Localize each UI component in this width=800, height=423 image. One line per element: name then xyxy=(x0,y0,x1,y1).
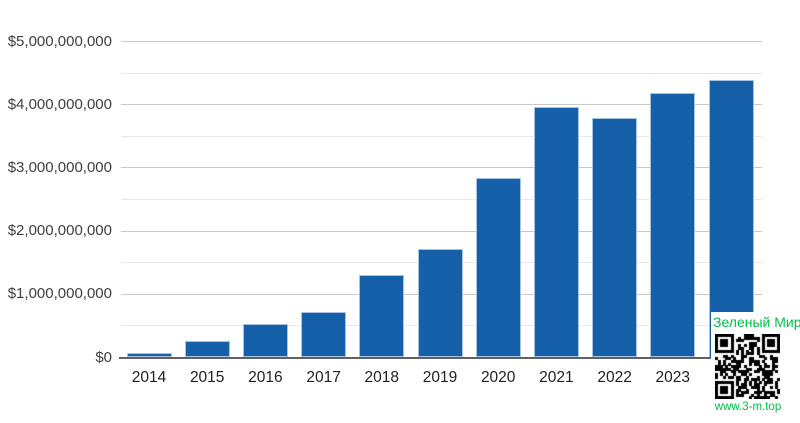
x-axis-tick-label: 2023 xyxy=(655,369,691,386)
qr-code-icon xyxy=(715,334,780,399)
bar-2022 xyxy=(592,118,638,358)
x-axis-line xyxy=(119,356,764,359)
major-gridline xyxy=(121,230,762,232)
watermark-overlay: Зеленый Мир www.3-m.top xyxy=(711,312,800,417)
watermark-brand-text: Зеленый Мир xyxy=(713,314,800,330)
x-axis-tick-label: 2016 xyxy=(248,369,283,386)
bar-2020 xyxy=(475,178,521,358)
minor-gridline xyxy=(121,72,762,74)
y-axis-tick-label: $0 xyxy=(95,348,112,366)
x-axis-tick-label: 2022 xyxy=(597,369,632,386)
x-axis-tick-label: 2020 xyxy=(480,369,516,386)
bar-2015 xyxy=(184,341,230,358)
major-gridline xyxy=(121,167,762,169)
y-axis-tick-label: $2,000,000,000 xyxy=(7,222,112,240)
bar-2018 xyxy=(359,275,405,358)
bar-2016 xyxy=(242,323,288,358)
major-gridline xyxy=(121,41,762,43)
bar-last xyxy=(708,79,754,358)
y-axis-tick-label: $5,000,000,000 xyxy=(7,32,112,50)
x-axis-tick-label: 2017 xyxy=(306,369,341,386)
major-gridline xyxy=(121,104,762,106)
watermark-url-text: www.3-m.top xyxy=(714,401,782,413)
bar-2023 xyxy=(650,92,696,358)
y-axis-tick-label: $1,000,000,000 xyxy=(7,285,112,303)
x-axis-tick-label: 2014 xyxy=(131,369,167,386)
bar-2019 xyxy=(417,248,463,358)
x-axis-tick-label: 2015 xyxy=(189,369,225,386)
bar-2021 xyxy=(533,107,579,358)
x-axis-tick-label: 2018 xyxy=(364,369,400,386)
x-axis-tick-label: 2019 xyxy=(422,369,458,386)
y-axis-tick-label: $4,000,000,000 xyxy=(7,95,112,113)
x-axis-tick-label: 2021 xyxy=(539,369,574,386)
minor-gridline xyxy=(121,199,762,201)
bar-2017 xyxy=(301,312,347,358)
y-axis-tick-label: $3,000,000,000 xyxy=(7,158,112,176)
minor-gridline xyxy=(121,135,762,137)
